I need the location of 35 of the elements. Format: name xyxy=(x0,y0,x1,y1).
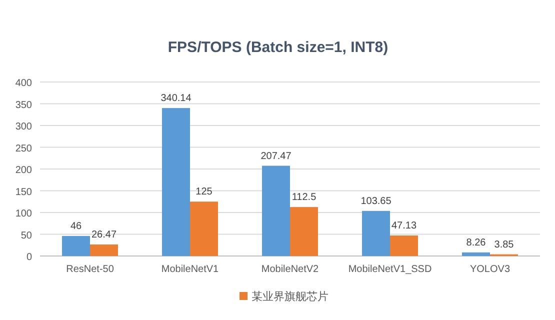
data-label: 340.14 xyxy=(160,93,192,104)
y-tick-label: 200 xyxy=(15,165,32,176)
y-tick-label: 400 xyxy=(15,78,32,89)
data-label: 3.85 xyxy=(494,239,514,250)
x-tick-label: MobileNetV1 xyxy=(161,264,220,275)
x-tick-label: MobileNetV2 xyxy=(261,264,320,275)
data-label: 8.26 xyxy=(466,237,486,248)
y-tick-label: 0 xyxy=(26,252,32,263)
data-label: 26.47 xyxy=(91,229,117,240)
bar xyxy=(362,210,390,256)
bar xyxy=(90,244,118,256)
bar xyxy=(162,108,190,256)
data-label: 125 xyxy=(196,186,213,198)
bar xyxy=(462,252,490,256)
legend-label: 某业界旗舰芯片 xyxy=(252,290,328,303)
x-tick-label: MobileNetV1_SSD xyxy=(348,264,432,275)
data-label: 47.13 xyxy=(391,220,417,232)
y-tick-label: 150 xyxy=(15,186,32,198)
bar xyxy=(62,236,90,256)
x-tick-label: ResNet-50 xyxy=(66,264,114,275)
bar xyxy=(190,202,218,256)
bar xyxy=(290,207,318,256)
data-label: 103.65 xyxy=(360,196,392,207)
y-tick-label: 300 xyxy=(15,122,32,132)
y-tick-label: 50 xyxy=(20,230,32,242)
bar xyxy=(390,236,418,256)
y-tick-label: 350 xyxy=(15,100,32,111)
chart-subtitle: FPS/TOPS (Batch size=1, INT8) xyxy=(168,39,388,56)
x-tick-label: YOLOV3 xyxy=(470,264,510,275)
data-label: 112.5 xyxy=(292,192,317,204)
bar xyxy=(262,166,290,256)
data-label: 207.47 xyxy=(260,150,292,162)
data-label: 46 xyxy=(70,220,82,232)
y-tick-label: 250 xyxy=(15,143,32,154)
y-tick-label: 100 xyxy=(15,208,32,220)
